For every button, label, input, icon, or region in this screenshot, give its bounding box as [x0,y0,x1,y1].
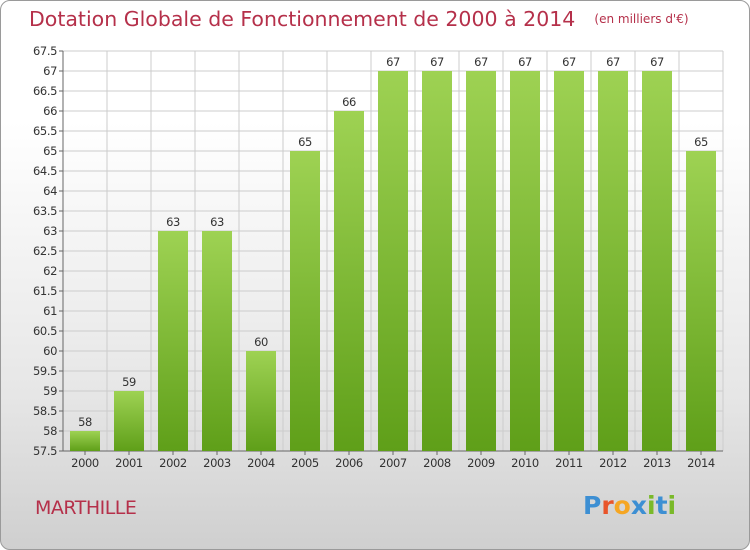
y-tick-label: 59.5 [33,364,57,378]
bar [686,151,716,451]
logo-letter: t [655,491,668,520]
logo-letter: P [583,491,602,520]
data-label: 67 [650,55,664,69]
y-tick-label: 60.5 [33,324,57,338]
bar [334,111,364,451]
x-tick-label: 2006 [335,456,363,470]
logo-letter: i [647,491,656,520]
x-tick-label: 2012 [599,456,627,470]
data-label: 65 [298,135,312,149]
data-label: 59 [122,375,136,389]
y-tick-label: 67.5 [33,44,57,58]
y-tick-label: 63.5 [33,204,57,218]
bar [378,71,408,451]
x-tick-label: 2013 [643,456,671,470]
data-label: 67 [474,55,488,69]
y-tick-label: 58.5 [33,404,57,418]
y-tick-label: 60 [43,344,57,358]
x-tick-label: 2000 [71,456,99,470]
x-tick-label: 2005 [291,456,319,470]
title-row: Dotation Globale de Fonctionnement de 20… [29,7,689,31]
bar [202,231,232,451]
bar [554,71,584,451]
proxiti-logo: Proxiti [583,491,676,520]
data-label: 65 [694,135,708,149]
y-tick-label: 63 [43,224,57,238]
y-tick-label: 64.5 [33,164,57,178]
y-tick-label: 66 [43,104,57,118]
chart-unit: (en milliers d'€) [594,12,689,26]
y-tick-label: 67 [43,64,57,78]
logo-letter: r [601,491,614,520]
bars [70,71,716,451]
logo-letter: i [667,491,677,520]
y-tick-label: 62 [43,264,57,278]
x-tick-labels: 2000 2001 2002 2003 2004 2005 2006 2007 2008 2009… [71,456,715,470]
y-tick-label: 61 [43,304,57,318]
bar [642,71,672,451]
x-tick-label: 2010 [511,456,539,470]
data-label: 63 [166,215,180,229]
data-label: 60 [254,335,268,349]
bar [290,151,320,451]
logo-letter: o [613,491,631,520]
data-labels: 58 59 63 63 60 65 66 67 67 67 67 67 67 67 65 [78,55,708,429]
bar [422,71,452,451]
bar [114,391,144,451]
bar [510,71,540,451]
data-label: 58 [78,415,92,429]
y-tick-label: 57.5 [33,444,57,458]
logo-letter: x [630,491,647,520]
y-tick-label: 58 [43,424,57,438]
data-label: 66 [342,95,356,109]
x-tick-label: 2008 [423,456,451,470]
commune-name: MARTHILLE [35,497,137,519]
x-tick-label: 2009 [467,456,495,470]
x-tick-label: 2002 [159,456,187,470]
data-label: 67 [562,55,576,69]
bar [466,71,496,451]
y-tick-label: 65 [43,144,57,158]
x-tick-label: 2007 [379,456,407,470]
y-tick-label: 62.5 [33,244,57,258]
bar [598,71,628,451]
y-tick-label: 61.5 [33,284,57,298]
data-label: 67 [606,55,620,69]
data-label: 67 [518,55,532,69]
bar [246,351,276,451]
y-tick-label: 66.5 [33,84,57,98]
data-label: 67 [430,55,444,69]
x-tick-label: 2011 [555,456,583,470]
x-tick-label: 2001 [115,456,143,470]
x-tick-label: 2004 [247,456,275,470]
bar [158,231,188,451]
y-tick-label: 65.5 [33,124,57,138]
x-tick-label: 2003 [203,456,231,470]
chart-title: Dotation Globale de Fonctionnement de 20… [29,7,576,31]
y-tick-labels: 57.5 58 58.5 59 59.5 60 60.5 61 61.5 62 62.5 63 63.5… [33,44,57,458]
y-tick-label: 64 [43,184,57,198]
data-label: 63 [210,215,224,229]
y-tick-label: 59 [43,384,57,398]
data-label: 67 [386,55,400,69]
x-tick-label: 2014 [687,456,715,470]
bar [70,431,100,451]
